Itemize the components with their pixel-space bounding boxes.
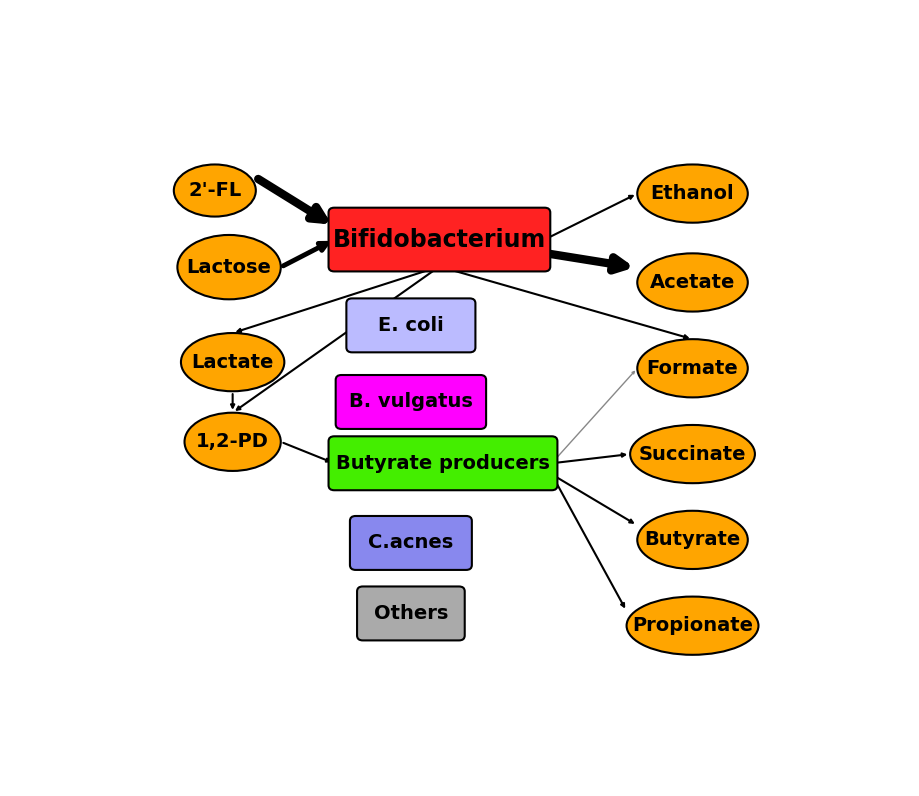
Text: Ethanol: Ethanol: [650, 184, 733, 203]
Text: 1,2-PD: 1,2-PD: [196, 432, 268, 451]
Text: 2'-FL: 2'-FL: [188, 181, 241, 200]
FancyBboxPatch shape: [328, 208, 550, 271]
Text: C.acnes: C.acnes: [368, 533, 453, 552]
Text: Others: Others: [373, 604, 448, 623]
Ellipse shape: [185, 412, 280, 471]
FancyBboxPatch shape: [357, 587, 464, 641]
Text: Lactate: Lactate: [191, 353, 274, 372]
Text: Acetate: Acetate: [649, 273, 734, 292]
Ellipse shape: [637, 253, 747, 311]
FancyBboxPatch shape: [328, 436, 557, 490]
Text: E. coli: E. coli: [378, 316, 443, 335]
Text: Propionate: Propionate: [631, 616, 753, 635]
Ellipse shape: [637, 339, 747, 397]
Text: Succinate: Succinate: [638, 445, 745, 463]
FancyBboxPatch shape: [346, 298, 475, 353]
Ellipse shape: [174, 165, 255, 217]
Text: Lactose: Lactose: [187, 258, 271, 277]
Text: B. vulgatus: B. vulgatus: [348, 392, 472, 412]
Ellipse shape: [630, 425, 754, 483]
Text: Butyrate: Butyrate: [643, 530, 740, 549]
Ellipse shape: [637, 165, 747, 223]
Ellipse shape: [181, 333, 284, 392]
Ellipse shape: [637, 511, 747, 569]
Text: Bifidobacterium: Bifidobacterium: [333, 228, 546, 252]
Ellipse shape: [626, 596, 757, 655]
Ellipse shape: [177, 235, 280, 299]
Text: Butyrate producers: Butyrate producers: [335, 454, 550, 473]
Text: Formate: Formate: [646, 359, 738, 378]
FancyBboxPatch shape: [335, 375, 485, 429]
FancyBboxPatch shape: [349, 516, 471, 570]
